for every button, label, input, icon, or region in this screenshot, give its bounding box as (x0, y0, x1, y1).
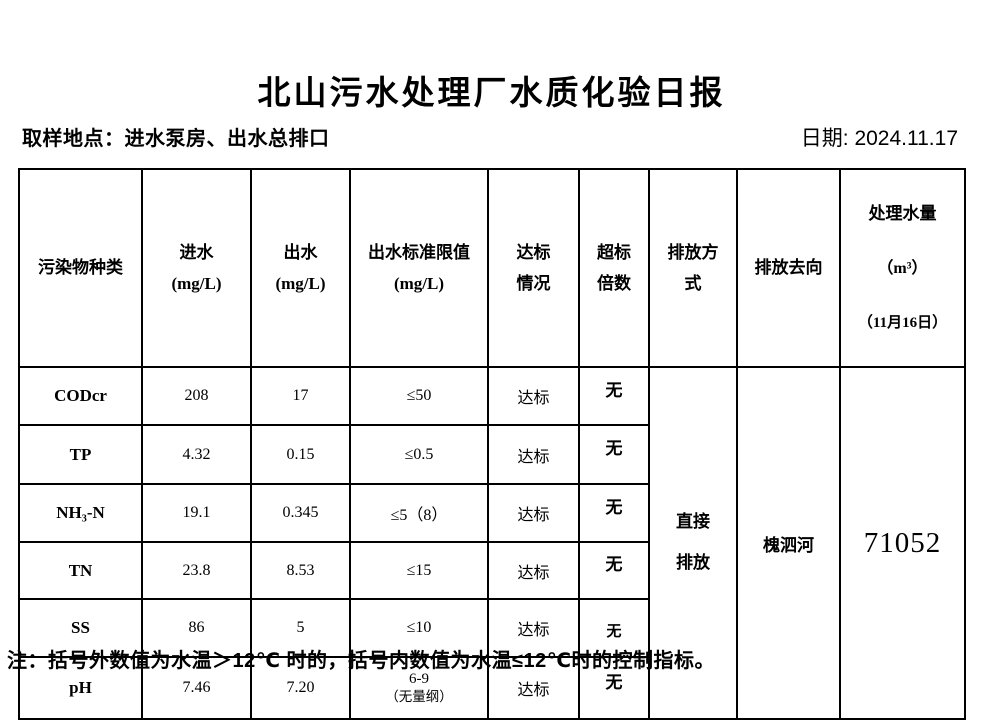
exceed-multiple-cell: 无 (578, 598, 650, 659)
compliance-status-cell: 达标 (487, 598, 580, 659)
influent-value-cell: 208 (141, 366, 252, 427)
exceed-multiple-cell: 无 (578, 366, 650, 427)
influent-value-cell: 19.1 (141, 483, 252, 544)
treated-volume-cell: 71052 (839, 366, 966, 721)
influent-value-cell: 86 (141, 598, 252, 659)
compliance-status-cell: 达标 (487, 366, 580, 427)
influent-value-cell: 7.46 (141, 656, 252, 721)
table-row-tn: TN 23.8 8.53 ≤15 达标 无 (18, 541, 965, 601)
pollutant-name-cell: pH (18, 656, 143, 721)
limit-value-cell: 6-9 （无量纲） (349, 656, 489, 721)
col-header-discharge-destination: 排放去向 (736, 167, 841, 369)
effluent-value-cell: 17 (250, 366, 351, 427)
col-header-compliance: 达标 情况 (487, 167, 580, 369)
page-title: 北山污水处理厂水质化验日报 (257, 76, 726, 112)
exceed-value: 无 (605, 439, 623, 459)
effluent-value-cell: 0.345 (250, 483, 351, 544)
exceed-value: 无 (605, 497, 623, 517)
exceed-multiple-cell: 无 (578, 541, 650, 601)
col-header-influent: 进水 (mg/L) (141, 167, 252, 369)
exceed-value: 无 (605, 555, 623, 575)
col-header-discharge-method: 排放方 式 (648, 167, 738, 369)
pollutant-name-cell: SS (18, 598, 143, 659)
table-row-codcr: CODcr 208 17 ≤50 达标 无 直接 排放 槐泗河 71052 (18, 366, 966, 721)
table-row-tp: TP 4.32 0.15 ≤0.5 达标 无 (18, 424, 965, 486)
exceed-value: 无 (606, 623, 622, 640)
effluent-value-cell: 8.53 (250, 541, 351, 601)
date-label: 日期: 2024.11.17 (800, 127, 958, 150)
exceed-multiple-cell: 无 (578, 483, 650, 544)
limit-range: 6-9 (409, 671, 429, 688)
table-row-ss: SS 86 5 ≤10 达标 无 (18, 598, 965, 659)
limit-value-cell: ≤5（8） (349, 483, 489, 544)
effluent-value-cell: 0.15 (250, 424, 351, 486)
exceed-multiple-cell: 无 (578, 656, 650, 721)
exceed-value: 无 (605, 380, 623, 400)
effluent-value-cell: 5 (250, 598, 351, 659)
compliance-status-cell: 达标 (487, 483, 580, 544)
discharge-destination-cell: 槐泗河 (736, 366, 841, 721)
footnote: 注：括号外数值为水温＞12℃ 时的，括号内数值为水温≤12℃时的控制指标。 (7, 650, 715, 672)
compliance-status-cell: 达标 (487, 656, 580, 721)
pollutant-name-cell: NH₃-N (18, 483, 143, 544)
header-row: 污染物种类 进水 (mg/L) 出水 (mg/L) 出水标准限值 (mg/L) … (18, 167, 966, 369)
limit-value-cell: ≤15 (349, 541, 489, 601)
treated-volume-date: （11月16日） (857, 315, 948, 332)
treated-volume-title: 处理水量 (868, 204, 937, 224)
col-header-exceed: 超标 倍数 (578, 167, 650, 369)
meta-row: 取样地点：进水泵房、出水总排口 日期: 2024.11.17 (0, 122, 983, 152)
pollutant-name-cell: TN (18, 541, 143, 601)
influent-value-cell: 4.32 (141, 424, 252, 486)
compliance-status-cell: 达标 (487, 541, 580, 601)
compliance-status-cell: 达标 (487, 424, 580, 486)
influent-value-cell: 23.8 (141, 541, 252, 601)
table-row-nh3n: NH₃-N 19.1 0.345 ≤5（8） 达标 无 (18, 483, 965, 544)
col-header-pollutant: 污染物种类 (18, 167, 143, 369)
limit-value-cell: ≤50 (349, 366, 489, 427)
sampling-location-label: 取样地点：进水泵房、出水总排口 (22, 128, 330, 150)
treated-volume-unit: （m³） (877, 260, 928, 278)
exceed-value: 无 (605, 672, 623, 692)
water-quality-table: 污染物种类 进水 (mg/L) 出水 (mg/L) 出水标准限值 (mg/L) … (18, 167, 966, 721)
exceed-multiple-cell: 无 (578, 424, 650, 486)
col-header-treated-volume: 处理水量 （m³） （11月16日） (839, 167, 966, 369)
pollutant-name-cell: CODcr (18, 366, 143, 427)
table-row-ph: pH 7.46 7.20 6-9 （无量纲） 达标 无 (18, 656, 965, 721)
limit-value-cell: ≤0.5 (349, 424, 489, 486)
col-header-limit: 出水标准限值 (mg/L) (349, 167, 489, 369)
limit-dimension-note: （无量纲） (385, 689, 453, 705)
limit-value-cell: ≤10 (349, 598, 489, 659)
discharge-method-cell: 直接 排放 (648, 366, 738, 721)
col-header-effluent: 出水 (mg/L) (250, 167, 351, 369)
pollutant-name-cell: TP (18, 424, 143, 486)
effluent-value-cell: 7.20 (250, 656, 351, 721)
